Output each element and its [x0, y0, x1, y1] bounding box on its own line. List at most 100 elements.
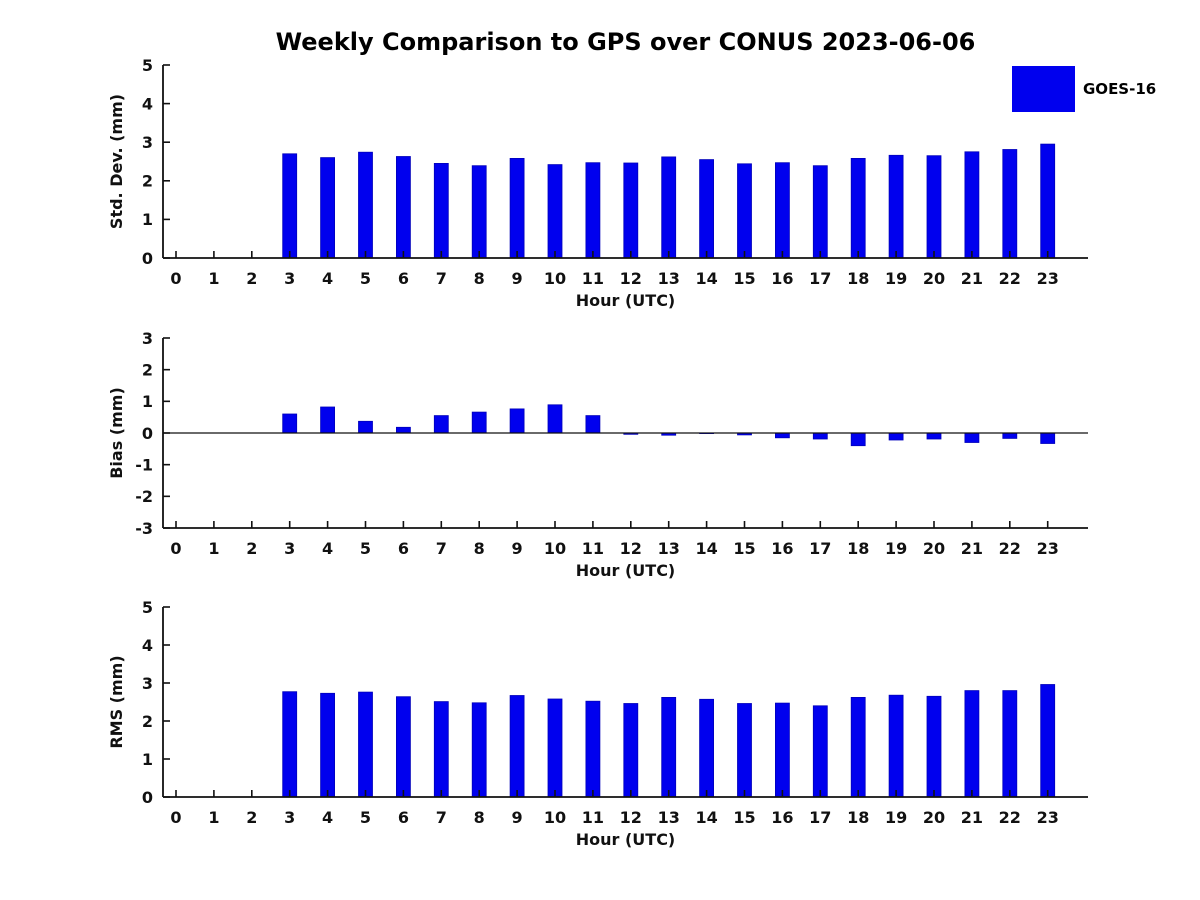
- y-tick-label: 4: [142, 94, 153, 113]
- y-tick-label: 5: [142, 56, 153, 75]
- bar-hour-7: [433, 415, 449, 434]
- x-tick-label: 20: [923, 269, 945, 288]
- bar-hour-12: [623, 703, 639, 798]
- x-tick-label: 23: [1037, 269, 1059, 288]
- y-tick-label: 0: [142, 424, 153, 443]
- x-tick-label: 5: [360, 539, 371, 558]
- bar-hour-7: [433, 701, 449, 798]
- bar-hour-22: [1002, 690, 1018, 798]
- x-tick-label: 3: [284, 539, 295, 558]
- x-tick-label: 2: [246, 539, 257, 558]
- bar-hour-23: [1040, 432, 1056, 444]
- y-axis-label-bias: Bias (mm): [107, 387, 126, 479]
- x-tick-label: 10: [544, 269, 566, 288]
- x-tick-label: 11: [582, 808, 604, 827]
- x-tick-label: 20: [923, 808, 945, 827]
- panel-bias: -3 -2 -1 0 1 2 3 0 1 2 3 4 5 6 7 8 9 10 11 12 13 14 15 16 17 18 19…: [107, 329, 1088, 580]
- bar-hour-23: [1040, 684, 1056, 798]
- x-tick-label: 15: [733, 808, 755, 827]
- bar-hour-22: [1002, 149, 1018, 259]
- bar-hour-15: [737, 703, 752, 798]
- bar-hour-6: [395, 696, 411, 798]
- x-tick-label: 20: [923, 539, 945, 558]
- bar-hour-15: [737, 163, 752, 259]
- x-tick-label: 13: [658, 269, 680, 288]
- bar-hour-14: [699, 159, 714, 259]
- y-axis-label-rms: RMS (mm): [107, 655, 126, 748]
- x-tick-label: 17: [809, 808, 831, 827]
- x-tick-label: 19: [885, 808, 907, 827]
- y-tick-label: 5: [142, 598, 153, 617]
- bar-hour-4: [320, 157, 336, 259]
- x-tick-label: 10: [544, 539, 566, 558]
- bar-hour-5: [358, 151, 373, 259]
- y-axis-label-std-dev: Std. Dev. (mm): [107, 94, 126, 229]
- x-tick-label: 1: [208, 808, 219, 827]
- panel-rms: 0 1 2 3 4 5 0 1 2 3 4 5 6 7 8 9 10 11 12 13 14 15 16 17 18 19 20 21…: [107, 598, 1088, 849]
- x-tick-label: 19: [885, 269, 907, 288]
- bar-hour-18: [850, 697, 866, 798]
- bars-rms: [282, 684, 1056, 798]
- bar-hour-14: [699, 698, 714, 798]
- bar-hour-13: [661, 697, 677, 798]
- bar-hour-16: [775, 432, 790, 439]
- x-tick-label: 12: [620, 269, 642, 288]
- x-tick-label: 2: [246, 269, 257, 288]
- x-axis-label-bias: Hour (UTC): [576, 561, 676, 580]
- bar-hour-13: [661, 156, 677, 259]
- y-tick-label: 2: [142, 712, 153, 731]
- y-tick-label: 1: [142, 392, 153, 411]
- legend-swatch-goes16: [1012, 66, 1075, 112]
- y-tick-label: 3: [142, 674, 153, 693]
- x-tick-label: 12: [620, 808, 642, 827]
- x-tick-label: 11: [582, 269, 604, 288]
- x-tick-label: 23: [1037, 808, 1059, 827]
- x-tick-label: 10: [544, 808, 566, 827]
- y-tick-label: -3: [135, 519, 153, 538]
- x-tick-label: 9: [512, 808, 523, 827]
- x-tick-label: 21: [961, 808, 983, 827]
- x-tick-label: 22: [999, 808, 1021, 827]
- bar-hour-9: [509, 158, 525, 259]
- x-tick-label: 6: [398, 808, 409, 827]
- y-tick-label: 1: [142, 750, 153, 769]
- bar-hour-21: [964, 690, 980, 798]
- x-tick-label: 7: [436, 539, 447, 558]
- x-tick-label: 19: [885, 539, 907, 558]
- bar-hour-16: [775, 162, 790, 259]
- y-tick-label: 3: [142, 133, 153, 152]
- x-tick-label: 14: [695, 539, 717, 558]
- bar-hour-5: [358, 420, 373, 434]
- x-tick-label: 23: [1037, 539, 1059, 558]
- y-tick-label: 2: [142, 172, 153, 191]
- bar-hour-19: [888, 694, 904, 798]
- bar-hour-20: [926, 432, 942, 440]
- x-tick-label: 1: [208, 539, 219, 558]
- bar-hour-8: [471, 702, 487, 798]
- x-tick-label: 22: [999, 539, 1021, 558]
- bar-hour-11: [585, 700, 601, 798]
- x-tick-label: 3: [284, 808, 295, 827]
- legend-label: GOES-16: [1083, 80, 1157, 98]
- x-tick-label: 16: [771, 808, 793, 827]
- bar-hour-20: [926, 155, 942, 259]
- x-tick-label: 18: [847, 808, 869, 827]
- x-axis-label-rms: Hour (UTC): [576, 830, 676, 849]
- bar-hour-9: [509, 695, 525, 798]
- bar-hour-22: [1002, 432, 1018, 439]
- x-tick-label: 18: [847, 539, 869, 558]
- y-tick-label: 0: [142, 788, 153, 807]
- x-tick-label: 8: [474, 269, 485, 288]
- y-tick-label: -2: [135, 487, 153, 506]
- bar-hour-5: [358, 691, 373, 798]
- x-tick-label: 16: [771, 539, 793, 558]
- bar-hour-21: [964, 432, 980, 443]
- x-tick-label: 9: [512, 539, 523, 558]
- bar-hour-3: [282, 691, 298, 798]
- bar-hour-20: [926, 695, 942, 798]
- bar-hour-17: [812, 705, 828, 798]
